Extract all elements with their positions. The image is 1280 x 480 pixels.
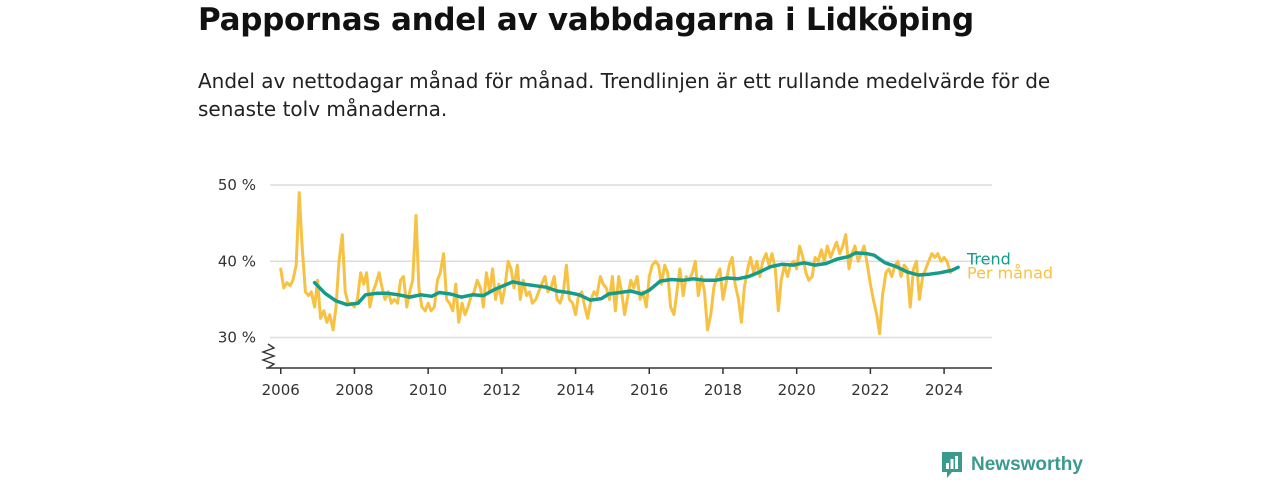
series-line-trend [312, 251, 960, 307]
chart-subtitle: Andel av nettodagar månad för månad. Tre… [198, 69, 1051, 121]
newsworthy-logo-icon [942, 452, 962, 478]
series-label-trend: Trend [966, 249, 1011, 268]
series-line-per-manad [279, 191, 952, 336]
x-tick-label: 2024 [925, 381, 963, 399]
axes: 30 % 40 % 50 % 2006 2008 2010 2012 2014 2016 2018… [218, 176, 992, 399]
x-tick-label: 2008 [335, 381, 373, 399]
x-tick-label: 2014 [556, 381, 594, 399]
gridlines [270, 184, 992, 339]
series-lines [279, 191, 960, 336]
brand-logo: Newsworthy [940, 451, 1083, 479]
x-tick-label: 2006 [262, 381, 300, 399]
x-tick-label: 2016 [630, 381, 668, 399]
y-tick-label: 40 % [218, 252, 256, 270]
x-tick-label: 2018 [704, 381, 742, 399]
brand-name: Newsworthy [971, 454, 1083, 475]
x-tick-label: 2012 [483, 381, 521, 399]
chart-title: Pappornas andel av vabbdagarna i Lidköpi… [198, 2, 974, 38]
y-tick-label: 50 % [218, 176, 256, 194]
x-tick-label: 2022 [851, 381, 889, 399]
axis-break-marker [260, 343, 277, 369]
y-tick-label: 30 % [218, 329, 256, 347]
x-tick-label: 2020 [778, 381, 816, 399]
x-tick-label: 2010 [409, 381, 447, 399]
series-label-per-manad: Per månad [967, 264, 1053, 283]
